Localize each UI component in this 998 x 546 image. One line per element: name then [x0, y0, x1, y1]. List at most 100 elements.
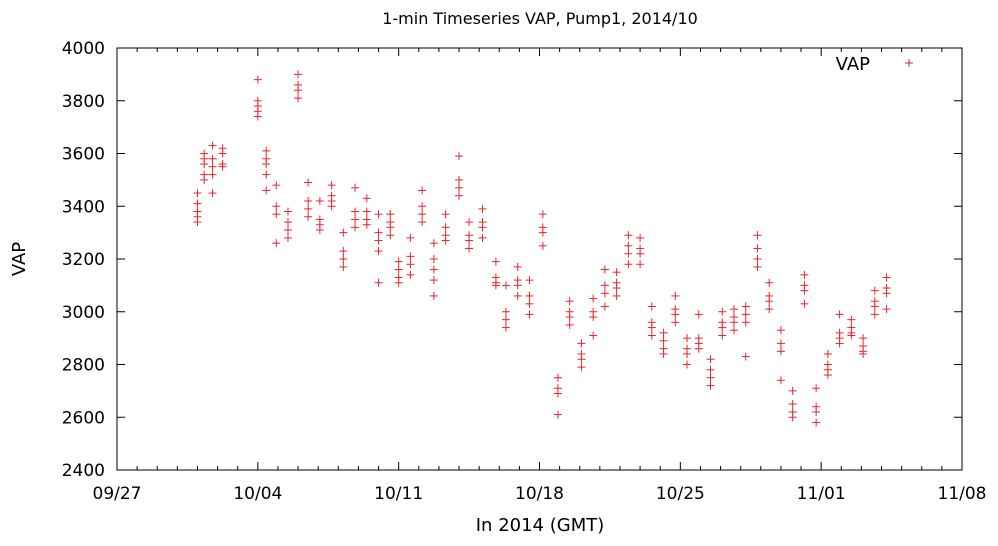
legend-marker-plus	[905, 59, 913, 67]
data-point	[327, 181, 336, 190]
chart-title: 1-min Timeseries VAP, Pump1, 2014/10	[382, 9, 698, 28]
data-point	[753, 244, 762, 253]
data-point	[386, 210, 395, 219]
data-point	[538, 241, 547, 250]
data-point	[465, 244, 474, 253]
data-point	[272, 239, 281, 248]
data-point	[600, 281, 609, 290]
data-point	[208, 154, 217, 163]
data-point	[193, 199, 202, 208]
data-point	[718, 323, 727, 332]
data-point	[525, 276, 534, 285]
data-point	[441, 223, 450, 232]
data-point	[612, 284, 621, 293]
data-point	[465, 218, 474, 227]
data-point	[429, 255, 438, 263]
data-point	[208, 189, 217, 198]
y-tick-label: 2600	[62, 408, 105, 428]
data-point	[538, 210, 547, 219]
legend-label: VAP	[836, 54, 870, 75]
data-point	[491, 257, 500, 266]
data-point	[565, 313, 574, 322]
data-point	[647, 323, 656, 332]
data-point	[706, 355, 715, 364]
data-point	[859, 349, 868, 358]
data-point	[624, 231, 633, 240]
data-point	[589, 294, 598, 303]
data-point	[304, 212, 313, 221]
data-point	[294, 94, 303, 103]
data-point	[294, 86, 303, 95]
data-point	[374, 278, 383, 287]
data-point	[538, 228, 547, 237]
data-point	[351, 223, 360, 232]
data-point	[718, 307, 727, 316]
data-point	[565, 320, 574, 329]
data-point	[800, 286, 809, 295]
data-point	[406, 260, 415, 269]
data-point	[776, 326, 785, 335]
data-point	[386, 231, 395, 240]
data-point	[847, 331, 856, 340]
data-point	[262, 170, 271, 179]
x-tick-label: 10/04	[233, 484, 282, 504]
data-point	[812, 384, 821, 393]
data-point	[671, 291, 680, 300]
data-point	[394, 278, 403, 287]
data-point	[429, 291, 438, 300]
data-point	[636, 233, 645, 242]
y-tick-label: 2800	[62, 356, 105, 376]
data-point	[362, 207, 371, 216]
y-tick-label: 3400	[62, 197, 105, 217]
data-point	[374, 228, 383, 237]
data-point	[513, 262, 522, 271]
data-point	[706, 365, 715, 374]
data-point	[327, 202, 336, 211]
data-point	[706, 381, 715, 390]
data-point	[788, 386, 797, 395]
y-tick-label: 3600	[62, 145, 105, 165]
x-tick-label: 10/25	[656, 484, 705, 504]
data-point	[659, 328, 668, 337]
data-point	[659, 336, 668, 345]
data-point	[418, 202, 427, 211]
data-point	[823, 371, 832, 380]
x-tick-label: 11/01	[797, 484, 846, 504]
y-axis: 2400 2600 2800 3000 3200 3400 3600 3800 4000	[62, 39, 962, 481]
data-point	[272, 202, 281, 211]
data-point	[636, 260, 645, 269]
data-point	[812, 418, 821, 427]
data-point	[612, 268, 621, 277]
data-point	[262, 186, 271, 195]
data-point	[741, 302, 750, 311]
data-point	[429, 265, 438, 274]
data-point	[351, 183, 360, 192]
data-point	[765, 305, 774, 314]
data-point	[718, 331, 727, 340]
data-point	[776, 347, 785, 356]
data-point	[478, 223, 487, 232]
data-point	[406, 270, 415, 279]
data-point	[859, 334, 868, 343]
data-point	[272, 181, 281, 190]
data-point	[600, 302, 609, 311]
data-point	[218, 149, 227, 158]
data-point	[788, 400, 797, 409]
data-point	[812, 407, 821, 416]
data-point	[362, 220, 371, 229]
data-point	[200, 175, 209, 184]
data-point	[624, 249, 633, 258]
data-point	[339, 247, 348, 256]
y-tick-label: 3000	[62, 303, 105, 323]
x-tick-label: 10/18	[515, 484, 564, 504]
data-point	[788, 413, 797, 422]
legend: VAP	[836, 54, 913, 75]
data-point	[647, 302, 656, 311]
data-point	[741, 352, 750, 361]
data-point	[577, 363, 586, 372]
data-point	[647, 331, 656, 340]
data-point	[441, 210, 450, 219]
data-point	[208, 162, 217, 171]
data-point	[835, 310, 844, 319]
data-point	[776, 376, 785, 385]
